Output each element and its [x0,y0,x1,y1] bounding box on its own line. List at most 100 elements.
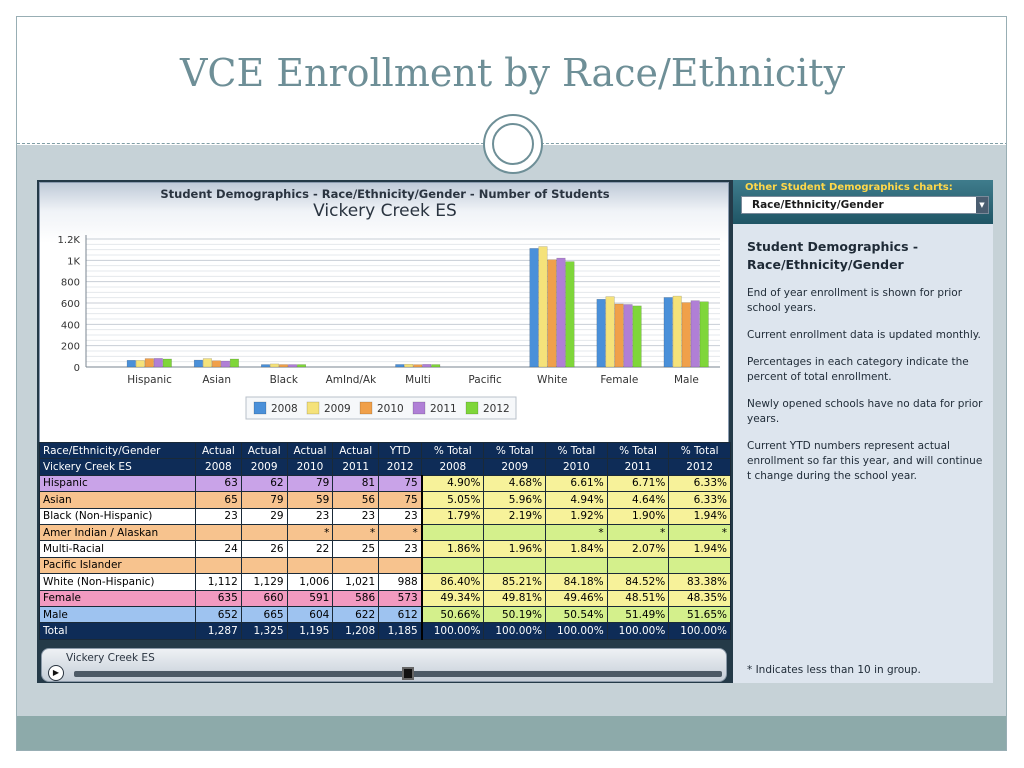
timeline-track[interactable] [74,671,722,677]
percent-cell: 100.00% [545,622,608,640]
chart-school-name: Vickery Creek ES [313,201,457,221]
bar [261,364,271,368]
percent-cell [483,556,547,575]
count-cell: 75 [378,474,423,493]
row-label: Black (Non-Hispanic) [39,507,196,525]
count-cell: 988 [378,573,423,591]
bar [556,257,566,368]
count-cell [195,556,242,575]
count-cell: 23 [332,507,380,525]
play-icon[interactable]: ▶ [48,665,64,681]
column-header: % Total [421,441,485,460]
count-cell: 23 [378,507,423,525]
percent-cell [483,523,547,542]
bar [220,360,230,368]
percent-cell: 85.21% [483,573,547,591]
count-cell: 660 [240,589,288,607]
count-cell: 23 [195,507,242,525]
table-row: Female 635 660 591 586 573 49.34% 49.81% 49.46% 4… [39,589,731,607]
table-row: Black (Non-Hispanic) 23 29 23 23 23 1.79% 2.19%… [39,507,731,525]
legend-swatch [359,401,373,415]
bar [605,296,615,368]
count-cell: 23 [286,507,334,525]
x-tick-label: Hispanic [127,374,172,386]
percent-cell: 51.65% [668,605,731,624]
percent-cell: * [545,523,608,542]
x-tick-label: White [537,374,568,386]
percent-cell: 1.84% [545,540,608,558]
row-label: Male [39,605,196,624]
column-subheader: Vickery Creek ES [39,458,196,476]
percent-cell: 1.94% [668,507,731,525]
legend-label: 2009 [324,403,351,415]
chart-type-selected-value: Race/Ethnicity/Gender [752,199,884,211]
count-cell: 1,325 [240,622,288,640]
bar [413,364,423,368]
side-panel-paragraph: Current YTD numbers represent actual enr… [747,440,983,482]
percent-cell: 6.71% [606,474,670,493]
percent-cell [420,556,485,575]
count-cell [378,556,423,575]
other-charts-label: Other Student Demographics charts: [745,182,953,193]
column-header: Actual [195,441,242,460]
bar [153,358,163,368]
count-cell: 81 [332,474,380,493]
bar [229,358,239,368]
timeline-slider-thumb[interactable] [402,667,414,680]
footer-band [17,716,1006,750]
dropdown-arrow-icon[interactable]: ▼ [976,197,988,213]
column-subheader: 2010 [545,458,608,476]
percent-cell: 49.34% [420,589,485,607]
count-cell: 22 [286,540,334,558]
bar [614,303,624,368]
x-tick-label: Black [270,374,299,386]
column-subheader: 2012 [378,458,423,476]
count-cell: 24 [195,540,242,558]
y-tick-label: 1K [67,256,80,267]
side-panel-header: Other Student Demographics charts: Race/… [733,180,993,224]
bar [529,248,539,368]
percent-cell: 48.51% [606,589,670,607]
count-cell: 604 [286,605,334,624]
count-cell: * [332,523,380,542]
percent-cell: 2.19% [483,507,547,525]
count-cell: 75 [378,491,423,509]
percent-cell: 51.49% [606,605,670,624]
column-header: Race/Ethnicity/Gender [39,441,196,460]
row-label: Female [39,589,196,607]
percent-cell: 48.35% [668,589,731,607]
bar [690,300,700,368]
count-cell: * [378,523,423,542]
x-tick-label: Asian [202,374,231,386]
x-tick-label: Multi [405,374,431,386]
percent-cell: 5.05% [420,491,485,509]
percent-cell: 1.90% [606,507,670,525]
column-header: Actual [332,441,380,460]
table-row: Hispanic 63 62 79 81 75 4.90% 4.68% 6.61% 6.71% 6.… [39,474,731,493]
percent-cell [606,556,670,575]
table-row: Total 1,287 1,325 1,195 1,208 1,185 100.00% 100… [39,622,731,640]
column-header: % Total [483,441,547,460]
count-cell: 63 [195,474,242,493]
percent-cell: 6.33% [668,491,731,509]
bar [596,299,606,368]
side-panel-paragraph: Current enrollment data is updated month… [747,329,981,341]
chart-type-select[interactable]: Race/Ethnicity/Gender ▼ [741,196,989,214]
bar [681,302,691,368]
count-cell [240,523,288,542]
legend-label: 2010 [377,403,404,415]
column-subheader: 2009 [240,458,288,476]
bar [202,358,212,368]
percent-cell: 4.68% [483,474,547,493]
legend-label: 2012 [483,403,510,415]
table-row: Multi-Racial 24 26 22 25 23 1.86% 1.96% 1.84% 2.0… [39,540,731,558]
legend-swatch [412,401,426,415]
column-header: % Total [545,441,608,460]
percent-cell: 100.00% [668,622,731,640]
legend-label: 2011 [430,403,457,415]
percent-cell: 4.94% [545,491,608,509]
y-tick-label: 200 [61,342,80,353]
count-cell: 573 [378,589,423,607]
count-cell: 29 [240,507,288,525]
count-cell: 1,006 [286,573,334,591]
